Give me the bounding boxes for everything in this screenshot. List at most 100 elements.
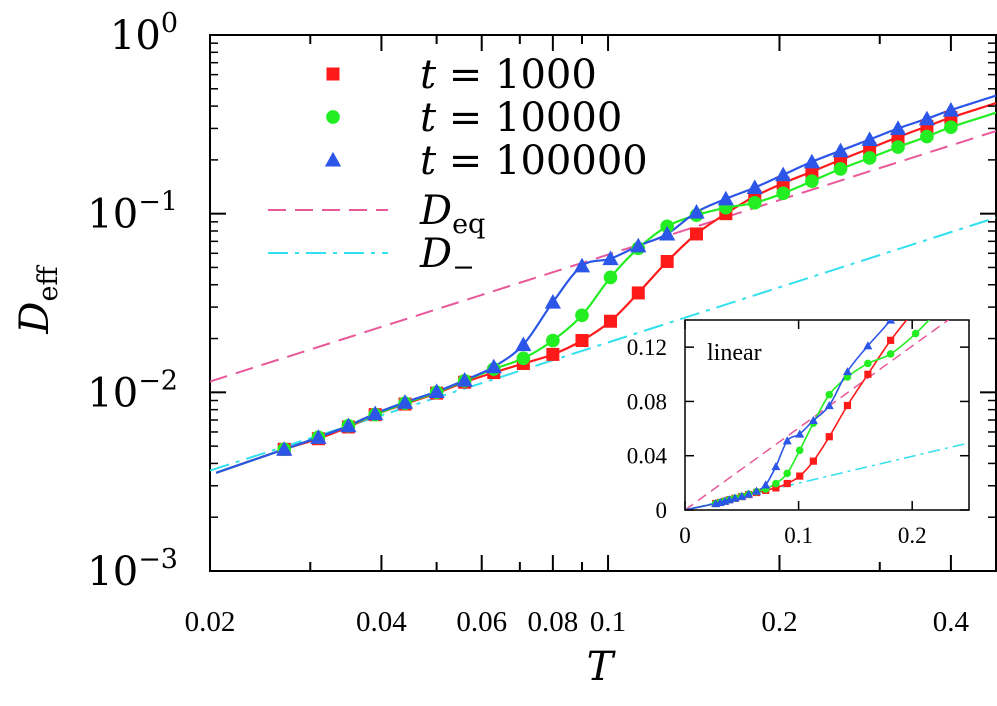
inset-data-point-square — [864, 370, 872, 378]
data-point-triangle — [746, 179, 763, 195]
legend-label-var: t — [420, 52, 437, 98]
data-point-square — [631, 286, 645, 300]
inset-data-point-triangle — [730, 493, 740, 502]
y-tick-label-exponent: −2 — [138, 365, 178, 396]
inset-chart: 0 0.1 0.2 0 0.04 0.08 0.12 linear — [627, 319, 970, 548]
data-point-circle — [546, 333, 560, 348]
data-point-triangle — [485, 358, 502, 374]
x-tick-label: 0.06 — [456, 606, 507, 638]
inset-data-point-square — [843, 401, 852, 410]
y-tick-label: 10−2 — [87, 365, 178, 416]
inset-data-point-square — [809, 457, 817, 465]
data-point-circle — [575, 308, 589, 323]
data-point-circle — [776, 186, 790, 201]
inset-data-point-circle — [864, 359, 872, 368]
x-tick-label: 0.04 — [356, 606, 407, 638]
inset-data-point-triangle — [771, 462, 781, 471]
data-point-triangle — [889, 120, 907, 135]
data-point-triangle — [942, 101, 960, 117]
inset-title: linear — [707, 340, 762, 366]
legend-label-value: = 1000 — [436, 52, 597, 98]
data-point-triangle — [861, 131, 878, 147]
inset-x-tick-label: 0.1 — [784, 523, 813, 548]
y-tick-label-exponent: −1 — [138, 187, 178, 218]
inset-data-point-triangle — [886, 320, 896, 324]
data-point-triangle — [367, 405, 384, 421]
data-point-circle — [805, 174, 819, 189]
data-point-triangle — [630, 237, 647, 253]
legend-label: t = 100000 — [420, 138, 648, 184]
data-point-circle — [747, 195, 762, 210]
data-point-triangle — [310, 429, 327, 444]
inset-data-point-triangle — [808, 415, 818, 425]
data-point-triangle — [428, 383, 445, 399]
y-axis-label: Deff — [12, 265, 64, 335]
data-point-triangle — [515, 336, 532, 352]
y-tick-label-base: 10 — [87, 370, 138, 416]
data-point-square — [690, 227, 704, 241]
data-point-triangle — [659, 225, 676, 241]
y-axis-label-main: D — [12, 302, 58, 335]
inset-data-point-circle — [795, 446, 804, 455]
inset-data-point-triangle — [863, 341, 873, 350]
data-point-circle — [516, 351, 531, 366]
data-point-square — [660, 254, 674, 268]
inset-y-tick-label: 0 — [656, 498, 668, 523]
data-point-triangle — [918, 110, 936, 126]
data-point-triangle — [688, 204, 705, 219]
inset-y-tick-label: 0.12 — [627, 335, 667, 360]
legend-label-var: t — [420, 95, 437, 141]
legend-label: t = 1000 — [420, 52, 597, 98]
data-point-square — [546, 347, 560, 361]
legend-label: D− — [419, 231, 475, 283]
y-tick-label: 10−1 — [87, 187, 178, 238]
legend-label-sub: − — [452, 252, 475, 283]
inset-data-point-circle — [825, 390, 834, 399]
legend-label-value: = 100000 — [436, 138, 648, 184]
y-tick-label: 100 — [110, 8, 178, 59]
data-point-circle — [944, 120, 958, 134]
data-point-circle — [833, 162, 848, 176]
x-tick-label: 0.02 — [185, 606, 236, 638]
inset-y-tick-label: 0.04 — [627, 444, 668, 469]
inset-data-point-triangle — [782, 436, 792, 445]
x-axis-label: T — [587, 644, 617, 690]
inset-reference-lines — [685, 320, 969, 510]
data-point-square — [575, 334, 589, 348]
plot-area-frame — [209, 34, 997, 572]
x-tick-label: 0.4 — [933, 606, 970, 638]
legend-label-var: D — [419, 188, 452, 234]
x-tick-label: 0.1 — [590, 606, 626, 638]
y-tick-label-base: 10 — [87, 192, 138, 238]
y-tick-label-exponent: 0 — [161, 8, 178, 39]
inset-series-markers — [711, 320, 920, 508]
legend-label-value: = 10000 — [436, 95, 622, 141]
y-tick-label-base: 10 — [110, 13, 161, 59]
inset-data-point-circle — [886, 350, 895, 358]
inset-data-point-square — [796, 472, 804, 480]
inset-x-tick-label: 0 — [679, 523, 691, 548]
x-tick-label: 0.2 — [761, 606, 797, 638]
inset-reference-line-D_eq — [685, 320, 950, 510]
inset-reference-line-D_- — [685, 442, 969, 510]
inset-data-point-triangle — [752, 486, 762, 495]
inset-axes: 0 0.1 0.2 0 0.04 0.08 0.12 — [627, 320, 969, 548]
data-point-triangle — [573, 257, 591, 273]
inset-data-point-triangle — [744, 489, 754, 498]
svg-text:Deff: Deff — [12, 265, 64, 335]
inset-data-point-triangle — [842, 367, 852, 376]
legend-label: t = 10000 — [420, 95, 622, 141]
y-axis-label-sub: eff — [33, 265, 64, 302]
legend-marker-circle — [326, 110, 340, 124]
data-point-triangle — [396, 394, 414, 409]
data-point-triangle — [602, 250, 619, 266]
data-point-circle — [862, 151, 877, 165]
inset-data-point-circle — [783, 469, 792, 478]
inset-data-point-triangle — [737, 491, 747, 500]
inset-data-point-triangle — [824, 401, 834, 410]
inset-data-point-triangle — [795, 429, 805, 438]
data-point-circle — [603, 270, 618, 285]
y-tick-label-base: 10 — [87, 549, 138, 595]
inset-y-tick-label: 0.08 — [627, 389, 667, 414]
legend-marker-square — [326, 67, 340, 81]
